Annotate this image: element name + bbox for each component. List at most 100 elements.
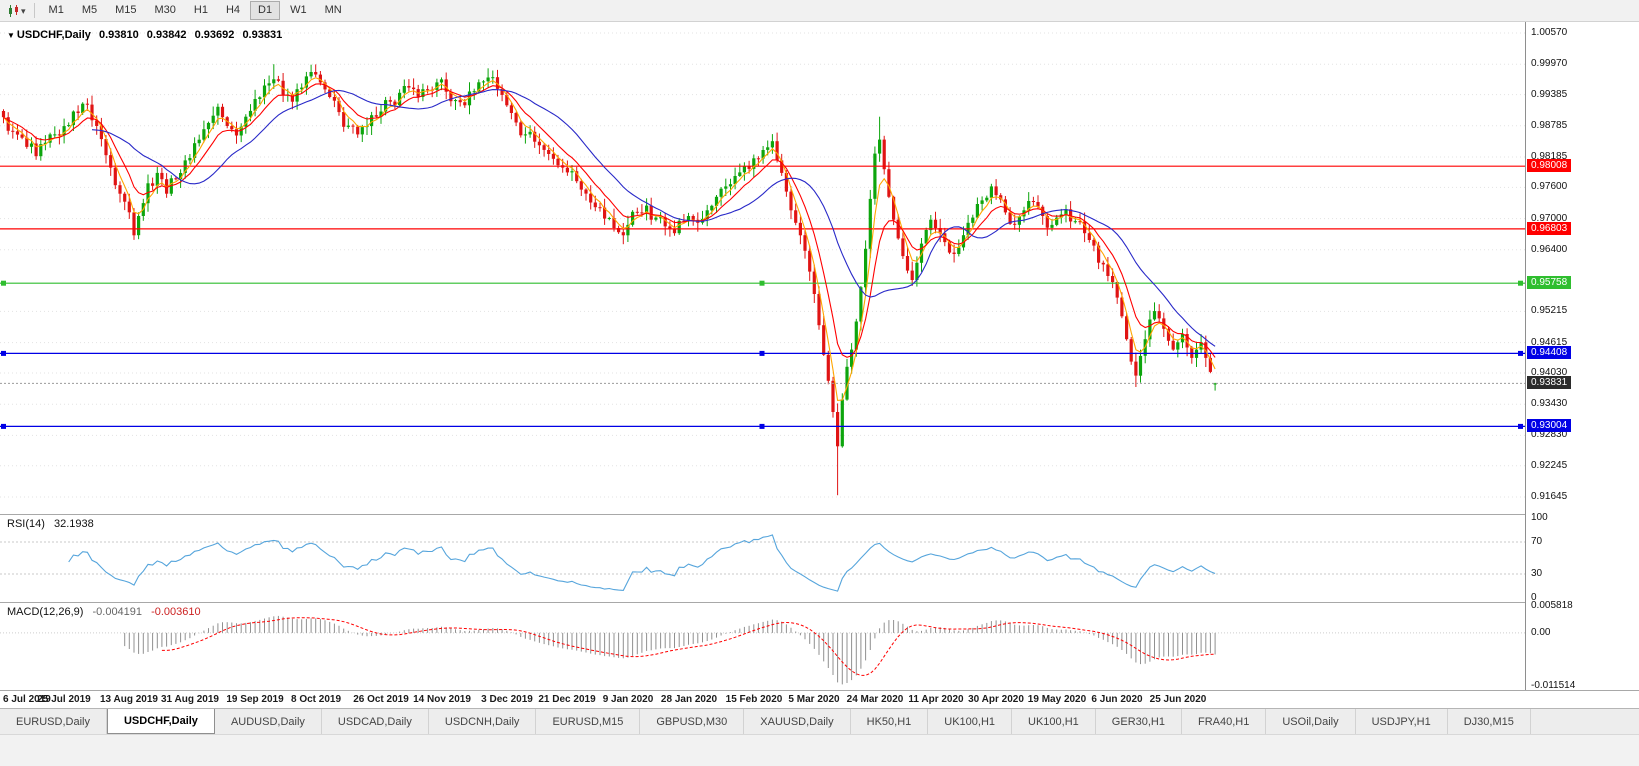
rsi-tick: 70 (1531, 536, 1543, 547)
ma-fast-orange (3, 77, 1216, 401)
price-tick: 0.96400 (1531, 243, 1568, 255)
chart-tab-audusd-daily[interactable]: AUDUSD,Daily (215, 709, 322, 734)
date-label: 13 Aug 2019 (100, 694, 158, 705)
candles-layer (1, 64, 1217, 496)
date-label: 11 Apr 2020 (908, 694, 964, 705)
ma-mid-red (3, 83, 1216, 358)
chart-tab-eurusd-m15[interactable]: EURUSD,M15 (536, 709, 641, 734)
price-axis[interactable]: 1.00570 0.99970 0.99385 0.98785 0.98185 0.976… (1525, 22, 1639, 691)
rsi-line (68, 534, 1216, 592)
chart-tab-usdchf-daily[interactable]: USDCHF,Daily (106, 709, 215, 734)
level-price-badge: 0.93004 (1527, 419, 1572, 433)
date-label: 14 Nov 2019 (413, 694, 471, 705)
ma-slow-blue (91, 89, 1216, 347)
level-price-badge: 0.94408 (1527, 346, 1572, 360)
rsi-indicator-label: RSI(14) 32.1938 (7, 518, 100, 530)
chart-tab-dj30-m15[interactable]: DJ30,M15 (1448, 709, 1531, 734)
candlestick-chart-icon (9, 4, 18, 17)
timeframe-button-m5[interactable]: M5 (81, 4, 98, 16)
price-tick: 0.99385 (1531, 88, 1568, 100)
main-chart-canvas[interactable] (0, 22, 1525, 514)
timeframe-buttons: M1 M5 M15 M30 H1 H4 D1 W1 MN (40, 1, 351, 20)
price-tick: 0.92830 (1531, 429, 1568, 441)
date-label: 25 Jul 2019 (37, 694, 91, 705)
timeframe-button-d1[interactable]: D1 (250, 1, 281, 20)
chart-tab-hk50-h1[interactable]: HK50,H1 (851, 709, 929, 734)
date-label: 6 Jul 2019 (3, 694, 51, 705)
macd-panel-canvas[interactable] (0, 602, 1525, 690)
date-label: 28 Jan 2020 (660, 694, 718, 705)
timeframe-button-h1[interactable]: H1 (193, 4, 208, 16)
chart-type-dropdown[interactable]: ▾ (4, 3, 29, 19)
current-price-badge: 0.93831 (1527, 376, 1572, 390)
chart-tab-usdcnh-daily[interactable]: USDCNH,Daily (429, 709, 537, 734)
rsi-tick: 100 (1531, 512, 1548, 523)
date-label: 31 Aug 2019 (161, 694, 219, 705)
chart-tab-eurusd-daily[interactable]: EURUSD,Daily (0, 709, 107, 734)
price-tick: 0.94615 (1531, 336, 1568, 348)
chart-tab-usdjpy-h1[interactable]: USDJPY,H1 (1356, 709, 1448, 734)
macd-tick: 0.005818 (1531, 600, 1573, 611)
price-tick: 0.94030 (1531, 367, 1568, 378)
rsi-panel-divider[interactable] (0, 514, 1639, 515)
price-tick: 0.91645 (1531, 491, 1568, 502)
date-label: 25 Jun 2020 (1149, 694, 1207, 705)
level-price-badge: 0.98008 (1527, 159, 1572, 173)
level-price-badge: 0.95758 (1527, 276, 1572, 290)
chart-ohlc-header: ▼ USDCHF,Daily 0.93810 0.93842 0.93692 0.… (7, 29, 287, 41)
chart-tab-xauusd-daily[interactable]: XAUUSD,Daily (744, 709, 851, 734)
price-tick: 0.92245 (1531, 459, 1568, 471)
rsi-tick: 30 (1531, 568, 1543, 579)
chart-symbol-label: USDCHF,Daily (16, 29, 91, 41)
date-label: 21 Dec 2019 (538, 694, 596, 705)
date-label: 19 May 2020 (1027, 694, 1087, 705)
rsi-panel-canvas[interactable] (0, 514, 1525, 602)
macd-name: MACD(12,26,9) (7, 606, 84, 618)
ohlc-low: 0.93692 (194, 29, 235, 41)
chart-tab-uk100-h1[interactable]: UK100,H1 (1012, 709, 1096, 734)
date-label: 9 Jan 2020 (602, 694, 654, 705)
ohlc-open: 0.93810 (98, 29, 139, 41)
rsi-name: RSI(14) (7, 518, 45, 530)
rsi-level-lines (0, 541, 1525, 575)
level-lines-layer (0, 165, 1525, 429)
chart-tab-uk100-h1[interactable]: UK100,H1 (928, 709, 1013, 734)
macd-signal-value: -0.003610 (151, 606, 201, 618)
macd-indicator-label: MACD(12,26,9) -0.004191 -0.003610 (7, 606, 207, 618)
timeframe-button-h4[interactable]: H4 (225, 4, 241, 16)
chart-tab-gbpusd-m30[interactable]: GBPUSD,M30 (640, 709, 745, 734)
price-tick: 0.97600 (1531, 181, 1568, 193)
date-label: 8 Oct 2019 (290, 694, 342, 705)
chart-tab-bar: EURUSD,Daily USDCHF,Daily AUDUSD,Daily USDC… (0, 708, 1639, 734)
timeframe-button-m1[interactable]: M1 (48, 4, 64, 16)
price-tick: 0.93430 (1531, 398, 1568, 410)
chart-region: ▼ USDCHF,Daily 0.93810 0.93842 0.93692 0.… (0, 22, 1525, 690)
chart-tab-usdcad-daily[interactable]: USDCAD,Daily (322, 709, 429, 734)
macd-main-value: -0.004191 (92, 606, 143, 618)
chart-tab-ger30-h1[interactable]: GER30,H1 (1096, 709, 1182, 734)
toolbar-separator (33, 3, 35, 18)
date-axis[interactable]: 6 Jul 2019 25 Jul 2019 13 Aug 2019 31 Aug 2… (0, 690, 1639, 708)
chart-tab-fra40-h1[interactable]: FRA40,H1 (1182, 709, 1267, 734)
date-label: 15 Feb 2020 (725, 694, 783, 705)
timeframe-button-w1[interactable]: W1 (290, 4, 307, 16)
macd-panel-divider[interactable] (0, 602, 1639, 603)
macd-tick: 0.00 (1531, 626, 1551, 638)
price-tick: 0.95215 (1531, 305, 1568, 317)
timeframe-button-m30[interactable]: M30 (154, 4, 176, 16)
rsi-value: 32.1938 (53, 518, 94, 530)
timeframe-button-mn[interactable]: MN (324, 4, 342, 16)
date-label: 26 Oct 2019 (353, 694, 409, 705)
date-label: 5 Mar 2020 (788, 694, 840, 705)
macd-tick: -0.011514 (1531, 680, 1576, 691)
bottom-filler (0, 734, 1639, 766)
price-tick: 1.00570 (1531, 27, 1568, 39)
timeframe-button-m15[interactable]: M15 (115, 4, 137, 16)
rsi-tick: 0 (1531, 592, 1537, 603)
chart-collapse-icon[interactable]: ▼ (7, 31, 15, 40)
price-tick: 0.98185 (1531, 151, 1568, 162)
ohlc-high: 0.93842 (146, 29, 187, 41)
chart-tab-usoil-daily[interactable]: USOil,Daily (1266, 709, 1356, 734)
macd-signal-line (161, 617, 1216, 676)
